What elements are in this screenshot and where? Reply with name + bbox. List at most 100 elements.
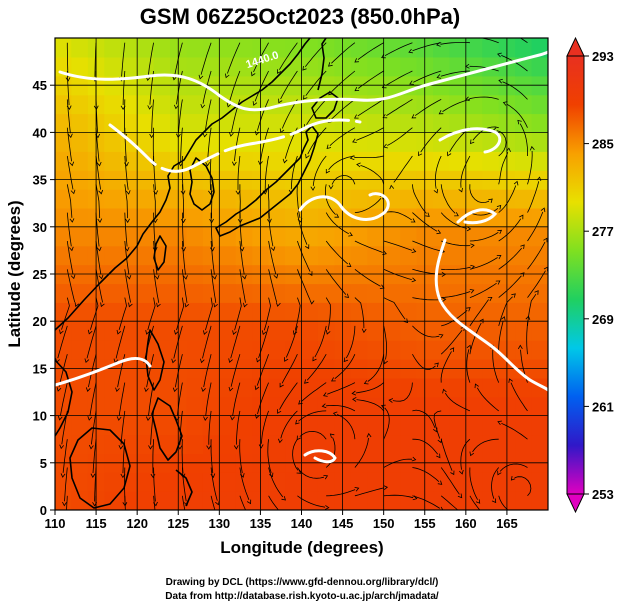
streamline [66,212,72,247]
temperature-cell [433,491,450,510]
temperature-cell [153,207,171,228]
temperature-cell [55,283,72,303]
streamline-arrowhead [232,330,237,336]
y-axis-ticks: 0 5 10 15 20 25 30 35 40 45 [33,78,55,518]
streamline-arrowhead [383,485,389,491]
streamline [496,130,507,157]
temperature-cell [71,207,89,228]
streamline-arrowhead [292,330,298,336]
temperature-cell [301,245,319,266]
streamline-arrowhead [425,212,430,217]
streamline [469,322,482,355]
temperature-cell [400,113,418,133]
streamline-arrowhead [308,271,313,276]
streamline-arrowhead [438,334,444,339]
temperature-cell [285,491,303,510]
temperature-cell [235,472,253,492]
temperature-cell [202,245,220,266]
temperature-cell [285,434,303,454]
temperature-cell [285,396,303,417]
streamline [151,99,154,134]
streamline [281,354,298,384]
streamline [491,467,500,499]
streamline [325,269,347,295]
streamline [174,42,183,76]
streamline [299,430,327,440]
streamline-arrowhead [352,397,357,402]
streamline [124,495,126,510]
streamline-arrowhead [84,358,90,364]
temperature-cell [531,396,548,417]
streamline [147,42,154,77]
temperature-cell [219,396,237,417]
temperature-cell [55,38,72,58]
streamline-arrowhead [175,133,181,139]
x-tick-label: 140 [291,516,313,531]
streamline-arrowhead [328,185,334,190]
temperature-cell [268,434,286,454]
temperature-cell [465,472,483,492]
temperature-cell [449,491,467,510]
streamline [356,127,384,141]
temperature-cell [367,132,385,152]
temperature-cell [317,434,335,454]
temperature-cell [137,491,155,510]
temperature-cell [104,94,122,115]
streamline-arrowhead [183,275,188,280]
streamline-arrowhead [366,432,372,438]
streamline [440,351,452,383]
coastline-japan [215,125,319,237]
streamline-arrowhead [437,480,443,485]
streamline [440,439,453,471]
temperature-cell [285,415,303,436]
streamline-arrowhead [67,133,73,139]
streamline-arrowhead [521,513,525,517]
streamline-arrowhead [278,98,283,104]
streamline [86,325,97,359]
temperature-cell [202,396,220,417]
streamline-arrowhead [383,359,388,365]
streamline [469,257,498,270]
temperature-cell [219,151,237,171]
temperature-cell [120,340,138,360]
streamline [498,296,513,327]
streamline [469,207,499,216]
streamline-arrowhead [225,73,230,79]
streamline [460,155,471,188]
temperature-cell [235,38,253,58]
temperature-cell [301,302,319,322]
temperature-cell [531,132,548,152]
streamline [336,414,356,440]
streamline [210,184,213,219]
streamline-arrowhead [436,453,441,459]
streamline-arrowhead [298,400,303,405]
streamline [498,218,522,242]
temperature-cell [104,434,122,454]
temperature-cell [153,491,171,510]
streamline-arrowhead [343,357,349,363]
temperature-cell [202,340,220,360]
temperature-cell [71,113,89,133]
streamline-arrowhead [203,330,208,335]
temperature-cell [137,151,155,171]
temperature-cell [383,491,401,510]
temperature-cell [400,377,418,398]
streamline [234,297,242,331]
streamline-arrowhead [149,133,155,139]
streamline-arrowhead [517,119,522,125]
streamline [331,70,356,93]
temperature-cell [153,113,171,133]
streamline-arrowhead [302,65,307,71]
streamline [153,240,158,275]
streamline-arrowhead [305,244,310,250]
streamline-arrowhead [457,493,463,499]
temperature-cell [383,283,401,303]
streamline-arrowhead [254,130,260,136]
temperature-cell [433,207,450,228]
streamline-arrowhead [441,272,447,277]
temperature-cell [383,415,401,436]
temperature-cell [367,189,385,209]
streamline-arrowhead [411,456,417,462]
streamline-arrowhead [356,162,361,168]
streamline-arrowhead [124,162,129,167]
